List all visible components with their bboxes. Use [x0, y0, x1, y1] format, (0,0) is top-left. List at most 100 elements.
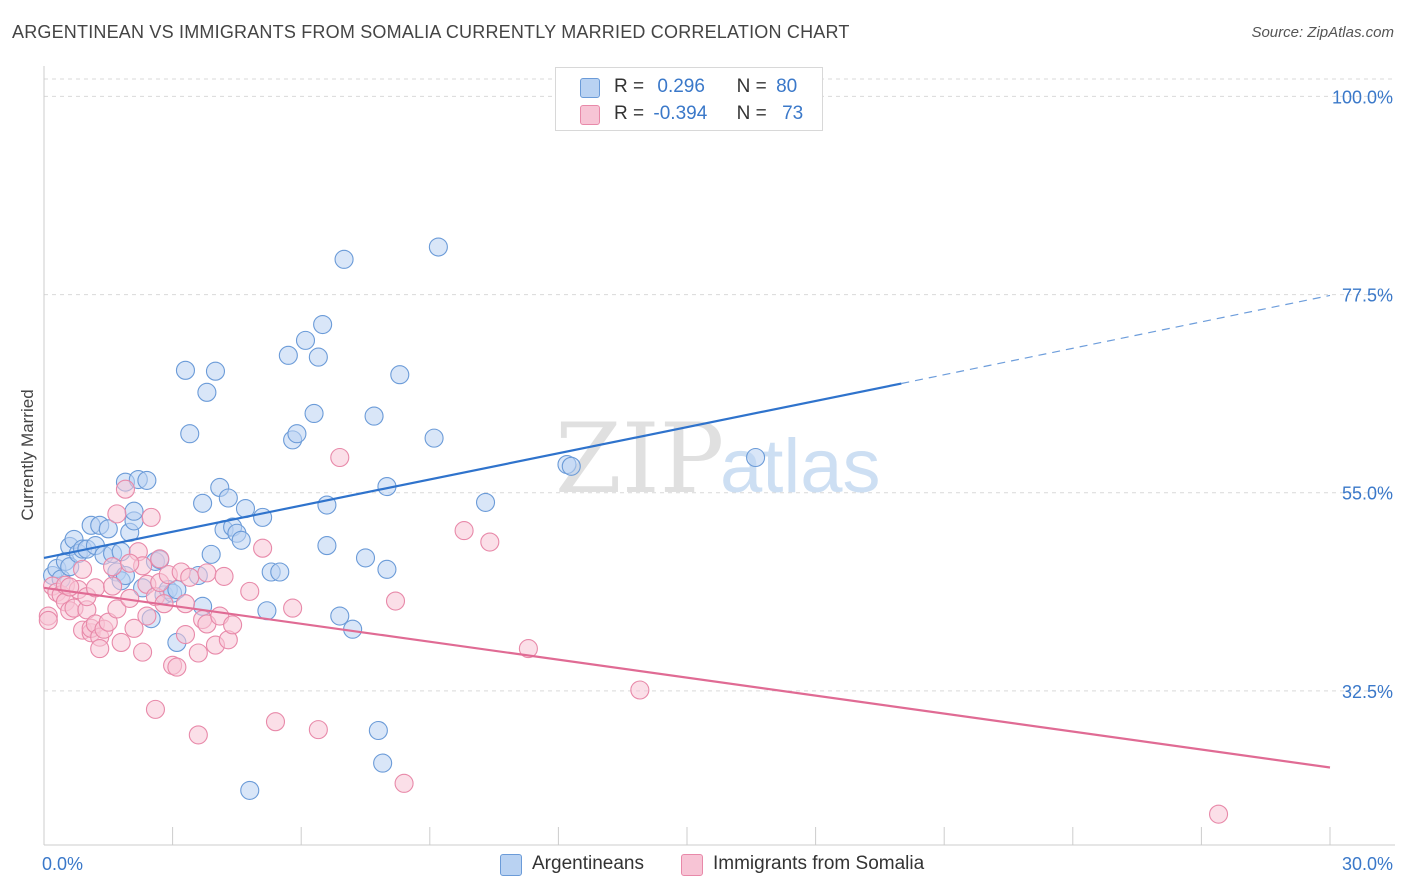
data-point — [205, 361, 226, 381]
source-credit: Source: ZipAtlas.com — [1251, 24, 1394, 41]
data-point — [394, 773, 414, 793]
data-point — [124, 501, 144, 521]
data-point — [107, 504, 127, 524]
data-point — [188, 725, 208, 745]
data-point — [368, 720, 388, 741]
data-point — [38, 610, 58, 630]
legend-swatch-blue — [580, 78, 600, 98]
trend-line-argentineans-extension — [901, 294, 1331, 385]
data-point — [265, 712, 286, 732]
data-point — [364, 406, 384, 426]
data-point — [355, 548, 376, 568]
legend-label-somalia: Immigrants from Somalia — [713, 853, 925, 874]
data-point — [390, 365, 410, 385]
legend-row-somalia: R = -0.394 N = 73 — [556, 101, 822, 127]
data-point — [287, 424, 307, 444]
watermark-atlas: atlas — [720, 424, 881, 509]
y-tick-label: 32.5% — [1342, 682, 1393, 702]
tick-labels: 100.0% 77.5% 55.0% 32.5% 0.0% 30.0% — [42, 87, 1393, 874]
data-point — [270, 562, 290, 582]
data-point — [373, 753, 393, 773]
data-point — [137, 470, 157, 490]
data-point — [167, 580, 187, 600]
legend-n-value: 80 — [776, 76, 798, 97]
data-point — [253, 538, 273, 558]
data-point — [240, 780, 260, 800]
legend-r-value: -0.394 — [653, 103, 708, 124]
series-legend: Argentineans Immigrants from Somalia — [0, 852, 1406, 878]
data-point — [630, 680, 650, 700]
trend-line-argentineans — [43, 382, 902, 559]
data-point — [214, 566, 234, 586]
data-point — [193, 493, 213, 513]
data-point — [317, 536, 337, 556]
axes — [43, 66, 1395, 846]
legend-swatch-pink — [580, 105, 600, 125]
watermark-zip: ZIP — [555, 403, 724, 515]
data-point — [107, 599, 127, 619]
data-point — [90, 639, 110, 659]
data-point — [175, 624, 196, 645]
data-point — [145, 699, 166, 719]
y-tick-label: 77.5% — [1342, 286, 1393, 306]
data-point — [180, 424, 200, 444]
data-point — [295, 330, 316, 350]
chart-title: ARGENTINEAN VS IMMIGRANTS FROM SOMALIA C… — [12, 22, 850, 42]
legend-label-argentineans: Argentineans — [532, 853, 644, 874]
legend-n-label: N = — [736, 76, 767, 97]
trend-line-somalia — [43, 586, 1331, 769]
watermark: ZIP atlas — [555, 403, 881, 515]
legend-n-label: N = — [736, 103, 767, 124]
legend-n-value: 73 — [782, 103, 804, 124]
data-point — [424, 428, 444, 448]
data-point — [334, 249, 354, 269]
data-point — [278, 345, 298, 365]
data-point — [308, 720, 328, 740]
data-points — [38, 237, 1229, 824]
data-point — [180, 567, 200, 587]
data-point — [518, 639, 538, 659]
data-point — [120, 553, 140, 573]
data-point — [103, 557, 123, 577]
data-point — [188, 643, 208, 663]
legend-r-label: R = — [614, 103, 645, 124]
data-point — [231, 530, 251, 550]
data-point — [201, 544, 221, 564]
data-point — [98, 612, 118, 632]
data-point — [240, 581, 260, 601]
correlation-legend: R = 0.296 N = 80 R = -0.394 N = 73 — [555, 67, 823, 131]
data-point — [475, 492, 496, 512]
y-tick-label: 100.0% — [1332, 87, 1393, 107]
data-point — [141, 507, 161, 527]
data-point — [454, 521, 474, 541]
x-tick-label: 0.0% — [42, 854, 83, 874]
data-point — [1208, 804, 1229, 824]
data-point — [73, 559, 93, 579]
data-point — [124, 618, 144, 638]
data-point — [746, 447, 766, 468]
y-tick-label: 55.0% — [1342, 484, 1393, 504]
data-point — [137, 606, 157, 626]
data-point — [480, 532, 500, 552]
data-point — [223, 615, 243, 635]
legend-swatch-pink — [681, 854, 703, 876]
data-point — [150, 549, 170, 569]
data-point — [304, 403, 324, 424]
legend-r-value: 0.296 — [657, 76, 705, 97]
series-somalia — [38, 447, 1229, 824]
data-point — [115, 479, 135, 499]
trend-lines — [43, 294, 1331, 769]
data-point — [111, 632, 131, 652]
x-tick-label: 30.0% — [1342, 854, 1393, 874]
data-point — [175, 360, 196, 380]
data-point — [308, 347, 328, 367]
data-point — [167, 657, 187, 677]
data-point — [561, 456, 581, 476]
data-point — [133, 642, 153, 662]
data-point — [377, 559, 397, 579]
data-point — [313, 314, 333, 335]
data-point — [428, 237, 448, 257]
data-point — [98, 519, 118, 539]
data-point — [103, 576, 123, 596]
